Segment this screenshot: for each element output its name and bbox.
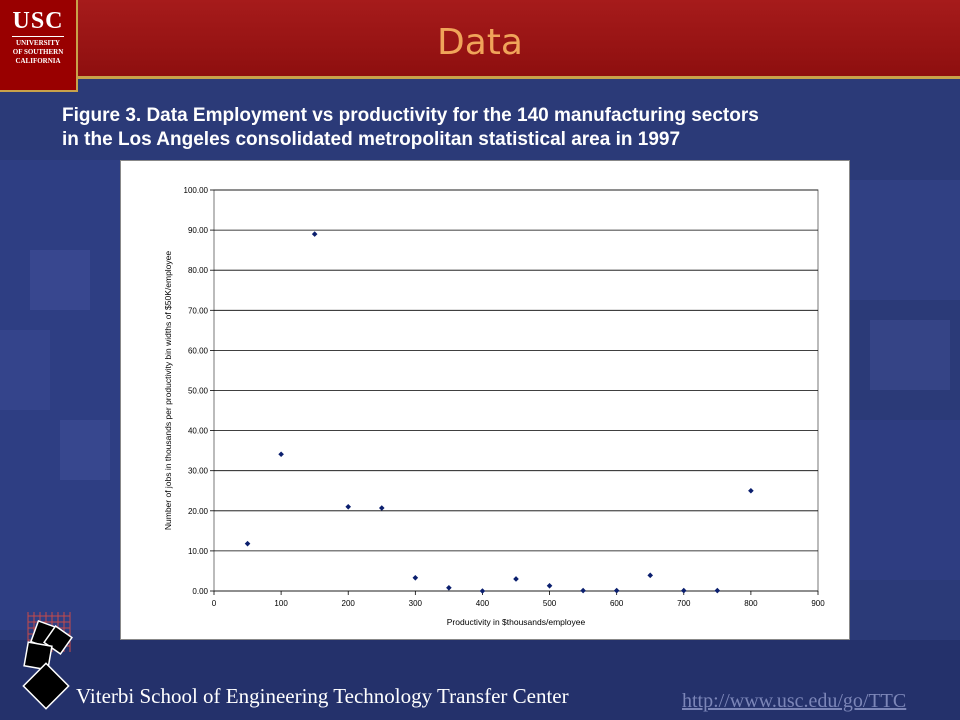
y-tick-label: 70.00 [188,306,209,315]
data-point [546,582,553,589]
y-tick-label: 40.00 [188,427,209,436]
usc-logo-line1: UNIVERSITY [16,39,60,47]
y-tick-label: 90.00 [188,226,209,235]
x-tick-label: 400 [476,599,490,608]
figure-caption: Figure 3. Data Employment vs productivit… [62,104,942,152]
data-point [446,584,452,591]
x-tick-label: 600 [610,599,624,608]
scatter-chart: 0.00 10.00 20.00 30.00 40.00 50.00 60.00 70.00 8… [163,186,825,627]
viterbi-logo-icon [22,612,73,710]
x-axis-label: Productivity in $thousands/employee [447,617,586,627]
data-point [378,505,385,511]
x-tick-label: 500 [543,599,557,608]
data-point [311,231,318,237]
data-point [714,587,721,594]
data-point [680,587,687,594]
figure-caption-line2: in the Los Angeles consolidated metropol… [62,129,681,150]
footer-organization: Viterbi School of Engineering Technology… [76,684,569,708]
y-tick-label: 30.00 [188,467,209,476]
data-point [278,451,284,458]
x-tick-label: 100 [274,599,288,608]
figure-caption-line1: Figure 3. Data Employment vs productivit… [62,105,759,126]
data-point [479,588,486,594]
y-tick-label: 50.00 [188,387,209,396]
data-point [580,587,586,594]
data-point [412,574,419,581]
y-tick-label: 80.00 [188,266,209,275]
footer-url-link[interactable]: http://www.usc.edu/go/TTC [682,690,907,712]
y-tick-label: 60.00 [188,346,209,355]
x-tick-label: 200 [342,599,356,608]
data-point [647,572,654,579]
usc-logo-text: USC [12,8,64,34]
data-point [513,576,519,582]
x-tick-label: 300 [409,599,423,608]
usc-logo: USC UNIVERSITY OF SOUTHERN CALIFORNIA [0,0,78,92]
data-point [613,587,620,594]
data-point [748,487,754,494]
x-tick-label: 0 [212,599,217,608]
header-bar [0,0,960,79]
x-tick-label: 900 [811,599,825,608]
y-axis-label: Number of jobs in thousands per producti… [163,251,173,531]
usc-logo-line3: CALIFORNIA [15,57,61,65]
x-tick-label: 700 [677,599,691,608]
chart-container: 0.00 10.00 20.00 30.00 40.00 50.00 60.00 70.00 8… [120,160,850,640]
y-tick-label: 20.00 [188,507,209,516]
slide-title: Data [437,22,523,63]
data-point [244,540,251,547]
y-tick-label: 100.00 [184,186,209,195]
y-tick-label: 0.00 [192,587,208,596]
usc-logo-line2: OF SOUTHERN [12,48,64,56]
data-point [345,503,352,510]
y-tick-label: 10.00 [188,547,209,556]
x-tick-label: 800 [744,599,758,608]
